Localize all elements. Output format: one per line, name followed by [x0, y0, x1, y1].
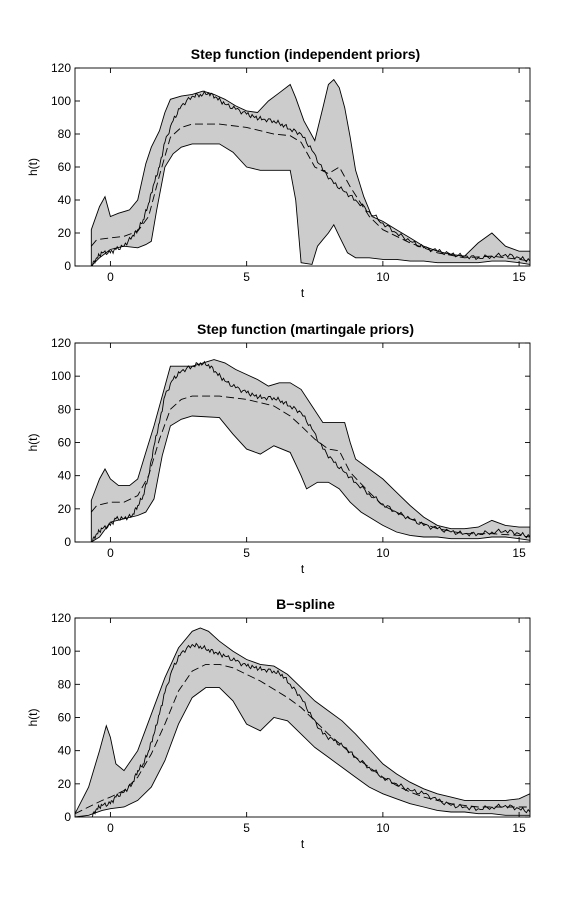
- y-tick-label: 40: [58, 744, 72, 758]
- y-tick-label: 120: [51, 336, 71, 350]
- x-tick-label: 10: [376, 821, 390, 835]
- chart-panel-1: 0 20 40 60 80 100 120 0 5 10 15 Step function (inde…: [26, 46, 531, 300]
- chart-title: B−spline: [276, 596, 335, 612]
- y-tick-label: 0: [64, 535, 71, 549]
- x-tick-label: 10: [376, 270, 390, 284]
- y-tick-label: 60: [58, 160, 72, 174]
- credible-band: [75, 627, 530, 817]
- y-axis-label: h(t): [26, 433, 40, 451]
- x-tick-label: 5: [243, 821, 250, 835]
- x-axis-label: t: [301, 286, 305, 300]
- y-tick-label: 20: [58, 777, 72, 791]
- y-tick-label: 40: [58, 469, 72, 483]
- y-tick-label: 120: [51, 611, 71, 625]
- credible-band: [90, 359, 530, 542]
- x-tick-label: 0: [107, 546, 114, 560]
- y-axis-label: h(t): [26, 158, 40, 176]
- chart-panel-3: 0 20 40 60 80 100 120 0 5 10 15 B−spline t h(t): [26, 596, 531, 851]
- y-tick-label: 100: [51, 94, 71, 108]
- x-tick-label: 0: [107, 821, 114, 835]
- x-tick-label: 15: [512, 546, 526, 560]
- x-axis-label: t: [301, 562, 305, 576]
- credible-band: [90, 78, 530, 266]
- chart-panel-2: 0 20 40 60 80 100 120 0 5 10 15 Step function (mart…: [26, 321, 531, 576]
- x-tick-label: 5: [243, 546, 250, 560]
- x-tick-label: 15: [512, 270, 526, 284]
- x-axis-label: t: [301, 837, 305, 851]
- x-tick-label: 0: [107, 270, 114, 284]
- y-tick-label: 120: [51, 61, 71, 75]
- plot-area: [90, 78, 530, 266]
- posterior-mean-series: [90, 395, 530, 538]
- posterior-mean-series: [75, 663, 530, 815]
- observed-series: [91, 360, 530, 542]
- y-axis-label: h(t): [26, 708, 40, 726]
- plot-area: [90, 359, 530, 542]
- x-tick-label: 5: [243, 270, 250, 284]
- y-tick-label: 100: [51, 644, 71, 658]
- y-tick-label: 80: [58, 402, 72, 416]
- observed-series: [91, 642, 530, 817]
- y-tick-label: 100: [51, 369, 71, 383]
- posterior-mean-series: [90, 123, 530, 262]
- observed-series: [91, 90, 530, 266]
- y-tick-label: 60: [58, 711, 72, 725]
- chart-title: Step function (martingale priors): [197, 321, 414, 337]
- y-tick-label: 40: [58, 193, 72, 207]
- y-tick-label: 20: [58, 502, 72, 516]
- y-tick-label: 0: [64, 259, 71, 273]
- y-tick-label: 80: [58, 127, 72, 141]
- y-tick-label: 20: [58, 226, 72, 240]
- chart-title: Step function (independent priors): [191, 46, 420, 62]
- x-tick-label: 10: [376, 546, 390, 560]
- x-tick-label: 15: [512, 821, 526, 835]
- plot-area: [75, 627, 530, 817]
- y-tick-label: 80: [58, 677, 72, 691]
- y-tick-label: 0: [64, 810, 71, 824]
- y-tick-label: 60: [58, 436, 72, 450]
